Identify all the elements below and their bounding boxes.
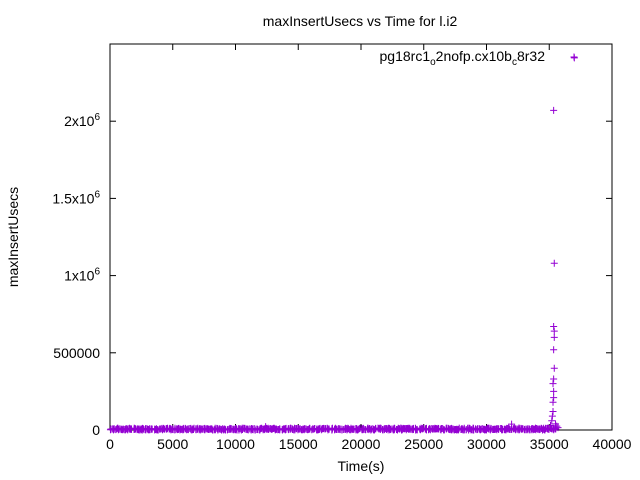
data-point xyxy=(550,387,558,395)
data-point xyxy=(553,422,561,430)
x-axis-label: Time(s) xyxy=(338,458,385,474)
x-tick-label: 35000 xyxy=(530,436,569,452)
x-tick-label: 30000 xyxy=(467,436,506,452)
data-point xyxy=(550,323,558,331)
data-point xyxy=(549,407,557,415)
data-point xyxy=(549,380,557,388)
data-point xyxy=(550,394,558,402)
chart-title: maxInsertUsecs vs Time for l.i2 xyxy=(263,13,458,29)
data-point xyxy=(370,426,378,434)
data-point xyxy=(550,106,558,114)
y-axis-label: maxInsertUsecs xyxy=(5,187,21,287)
data-point xyxy=(550,333,558,341)
data-point xyxy=(548,417,556,425)
y-tick-label: 1.5x106 xyxy=(52,189,100,206)
legend-marker xyxy=(570,53,578,61)
legend-marker-symbol xyxy=(570,53,578,61)
data-point xyxy=(550,346,558,354)
data-point xyxy=(550,364,558,372)
x-tick-label: 15000 xyxy=(279,436,318,452)
y-tick-label: 2x106 xyxy=(64,112,100,129)
y-tick-label: 0 xyxy=(92,422,100,438)
data-point xyxy=(554,424,562,432)
data-point xyxy=(550,375,558,383)
data-point xyxy=(508,420,516,428)
x-axis: 0 5000 10000 15000 20000 25000 30000 35000 40000 xyxy=(106,44,632,452)
data-point xyxy=(549,398,557,406)
y-tick-label: 1x106 xyxy=(64,267,100,284)
x-tick-label: 10000 xyxy=(216,436,255,452)
legend: pg18rc1o2nofp.cx10bc8r32 xyxy=(380,48,578,68)
data-point xyxy=(548,412,556,420)
data-point xyxy=(550,327,558,335)
x-tick-label: 25000 xyxy=(404,436,443,452)
plot-frame xyxy=(109,43,613,431)
x-tick-label: 5000 xyxy=(157,436,188,452)
data-points xyxy=(106,54,578,434)
data-point xyxy=(262,423,270,431)
x-tick-label: 20000 xyxy=(342,436,381,452)
x-tick-label: 0 xyxy=(106,436,114,452)
data-point xyxy=(547,421,555,429)
data-point xyxy=(550,259,558,267)
y-tick-label: 500000 xyxy=(53,345,100,361)
legend-label: pg18rc1o2nofp.cx10bc8r32 xyxy=(380,48,546,68)
y-axis: 0 500000 1x106 1.5x106 2x106 xyxy=(52,112,612,438)
x-tick-label: 40000 xyxy=(593,436,632,452)
